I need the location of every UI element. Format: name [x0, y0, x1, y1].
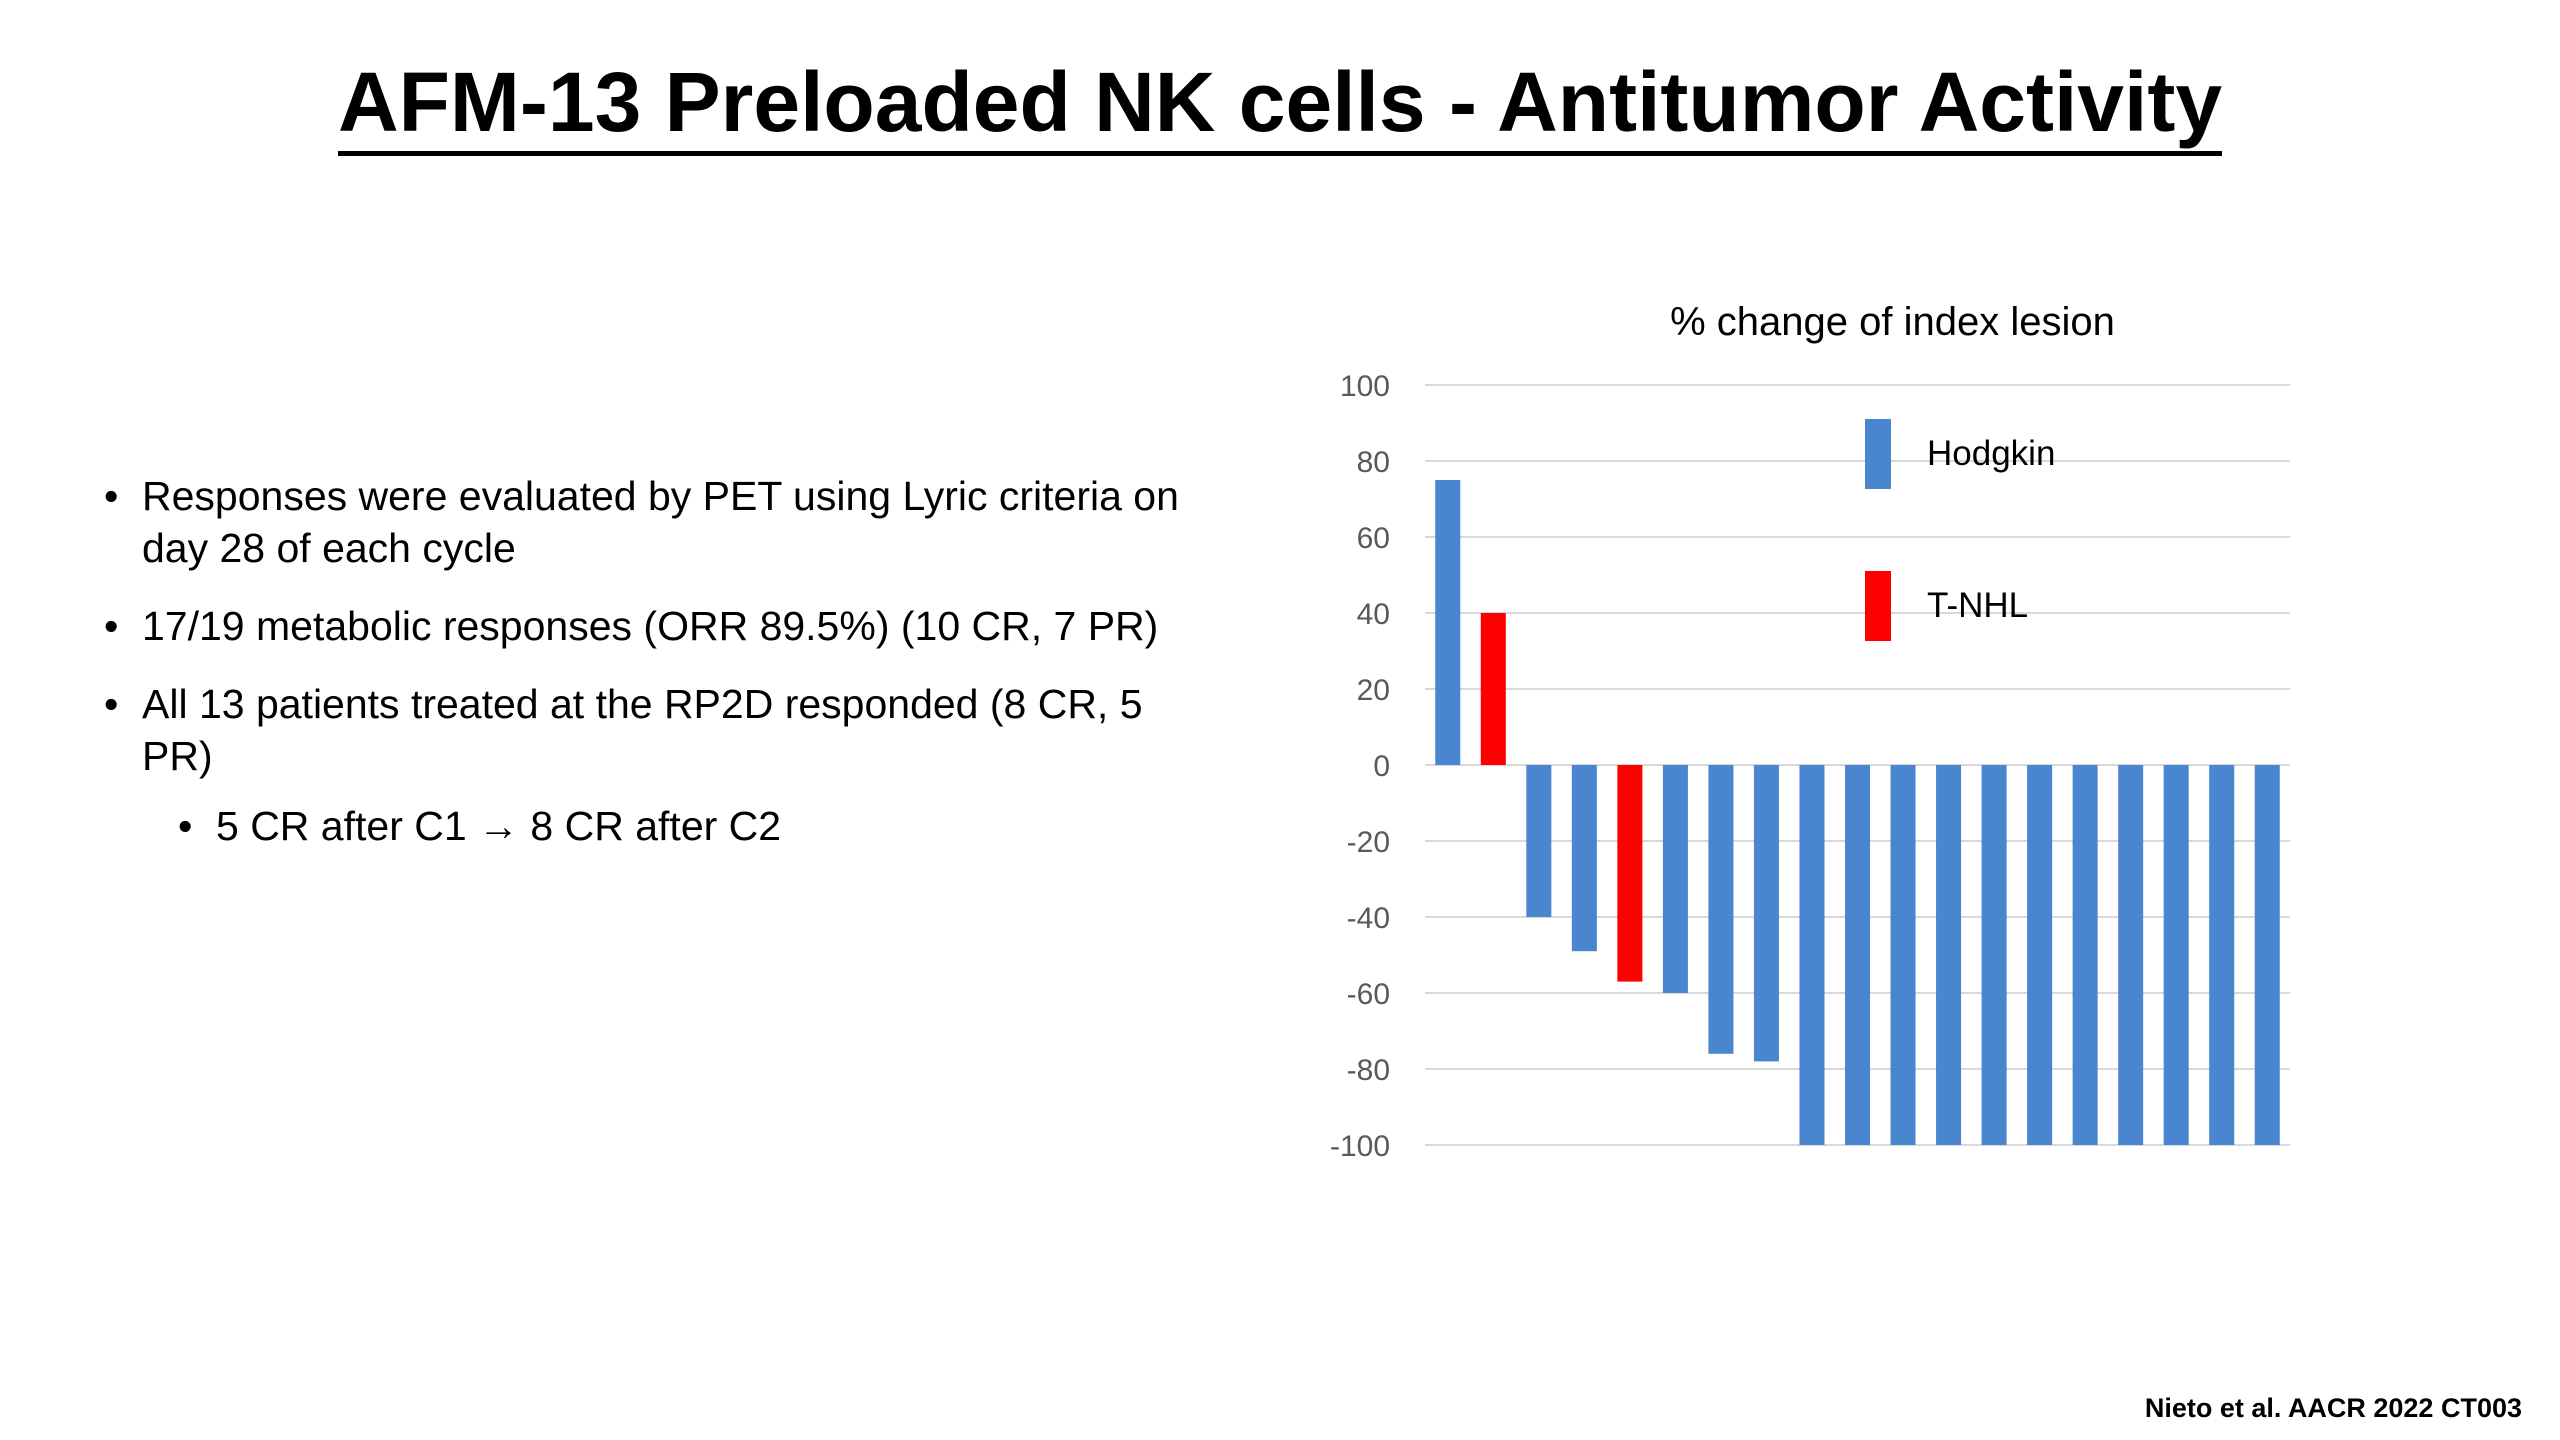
bullet-item: Responses were evaluated by PET using Ly… — [104, 470, 1224, 574]
y-tick-label: -80 — [1347, 1054, 1390, 1087]
slide-title: AFM-13 Preloaded NK cells - Antitumor Ac… — [0, 52, 2560, 156]
bar — [1526, 765, 1552, 917]
slide-title-text: AFM-13 Preloaded NK cells - Antitumor Ac… — [337, 55, 2223, 156]
y-tick-label: 20 — [1357, 674, 1390, 707]
bar — [2163, 765, 2189, 1145]
legend-swatch — [1865, 571, 1891, 641]
bullet-item: All 13 patients treated at the RP2D resp… — [104, 678, 1224, 782]
y-tick-label: 40 — [1357, 598, 1390, 631]
legend-label: T-NHL — [1927, 586, 2028, 625]
bar — [1844, 765, 1871, 1145]
y-tick-label: -40 — [1347, 902, 1390, 935]
bar — [1435, 480, 1461, 765]
bar — [1936, 765, 1962, 1145]
bullet-list: Responses were evaluated by PET using Ly… — [104, 470, 1224, 852]
sub-bullet-item: 5 CR after C1 → 8 CR after C2 — [104, 800, 1224, 852]
y-tick-label: 0 — [1373, 750, 1390, 783]
waterfall-chart: % change of index lesion 100 80 60 40 20 0 -20 -… — [1330, 300, 2290, 1163]
bar — [1708, 765, 1734, 1054]
bar — [1981, 765, 2007, 1145]
bar — [1753, 765, 1779, 1062]
y-tick-label: 80 — [1357, 446, 1390, 479]
bar — [2072, 765, 2098, 1145]
bar — [1890, 765, 1916, 1145]
legend-swatch — [1865, 419, 1891, 489]
bar — [2254, 765, 2280, 1145]
bar — [2027, 765, 2053, 1145]
legend-label: Hodgkin — [1927, 434, 2055, 473]
y-tick-label: -20 — [1347, 826, 1390, 859]
y-tick-label: 100 — [1340, 370, 1390, 403]
citation-footer: Nieto et al. AACR 2022 CT003 — [2144, 1393, 2522, 1423]
bullet-item: 17/19 metabolic responses (ORR 89.5%) (1… — [104, 600, 1224, 652]
bar — [1571, 765, 1597, 952]
bar — [1480, 613, 1506, 765]
y-tick-label: 60 — [1357, 522, 1390, 555]
y-tick-label: -60 — [1347, 978, 1390, 1011]
bar — [1662, 765, 1688, 993]
y-tick-label: -100 — [1330, 1130, 1390, 1163]
bar — [1617, 765, 1643, 982]
bar — [2118, 765, 2144, 1145]
chart-title: % change of index lesion — [1670, 300, 2115, 344]
bar — [2209, 765, 2235, 1145]
bar — [1799, 765, 1825, 1145]
